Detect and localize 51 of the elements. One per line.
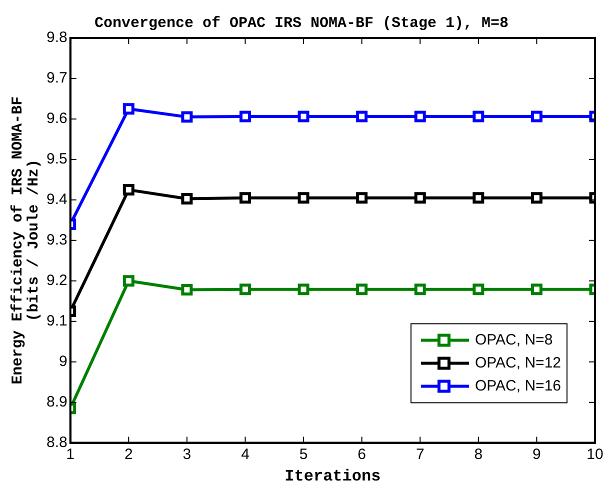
point: [472, 284, 484, 296]
x-tick-label: 3: [182, 446, 192, 463]
x-tick-label: 2: [124, 446, 133, 463]
legend-label: OPAC, N=12: [474, 354, 562, 372]
point: [530, 192, 542, 204]
y-tick-label: 8.8: [46, 434, 68, 451]
x-tick-label: 4: [241, 446, 250, 463]
point: [530, 110, 542, 122]
legend-label: OPAC, N=8: [474, 331, 553, 348]
y-tick-label: 9: [59, 352, 68, 370]
point: [414, 192, 426, 204]
point: [181, 192, 193, 204]
point: [472, 192, 484, 204]
x-tick-label: 5: [299, 446, 308, 463]
point: [239, 284, 251, 296]
x-axis-title: Iterations: [284, 467, 381, 486]
y-tick-label: 9.7: [46, 70, 68, 87]
y-tick-label: 9.3: [46, 232, 68, 249]
x-tick-label: 10: [586, 446, 604, 463]
x-tick-label: 6: [358, 446, 366, 463]
point: [472, 110, 484, 122]
point: [298, 284, 310, 296]
point: [356, 284, 368, 296]
point: [122, 103, 134, 115]
point: [356, 192, 368, 204]
x-tick-label: 7: [416, 446, 424, 463]
legend-label: OPAC, N=16: [474, 377, 562, 394]
point: [239, 110, 251, 122]
point: [181, 284, 193, 296]
y-tick-label: 9.8: [46, 29, 68, 46]
y-tick-label: 8.9: [46, 393, 68, 410]
x-tick-label: 1: [66, 446, 75, 463]
point: [122, 275, 134, 287]
y-tick-label: 9.5: [46, 150, 68, 168]
point: [122, 184, 134, 196]
x-tick-label: 9: [532, 446, 541, 463]
y-tick-label: 9.1: [46, 312, 68, 330]
y-axis-title: Energy Efficiency of IRS NOMA-BF (bits / Joule /Hz): [10, 96, 42, 384]
point: [356, 110, 368, 122]
y-tick-label: 9.2: [46, 272, 68, 290]
point: [181, 111, 193, 123]
point: [414, 110, 426, 122]
point: [298, 110, 310, 122]
chart-title: Convergence of OPAC IRS NOMA-BF (Stage 1), M=8: [94, 14, 509, 32]
x-tick-label: 8: [474, 446, 483, 463]
point: [530, 284, 542, 296]
y-tick-label: 9.6: [46, 110, 68, 128]
point: [414, 284, 426, 296]
point: [298, 192, 310, 204]
point: [239, 192, 251, 204]
y-tick-label: 9.4: [46, 191, 68, 208]
